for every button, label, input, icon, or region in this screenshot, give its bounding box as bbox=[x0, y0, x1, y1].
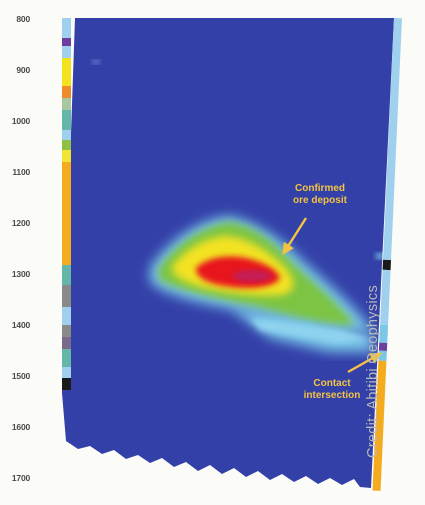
depth-tick-label: 1700 bbox=[11, 473, 30, 483]
depth-tick-label: 1200 bbox=[11, 218, 30, 228]
contact-label-line1: Contact bbox=[313, 378, 351, 389]
contact-intersection-annotation: Contact intersection bbox=[277, 378, 387, 402]
ore-deposit-arrow bbox=[282, 217, 308, 256]
depth-tick-label: 1500 bbox=[11, 371, 30, 381]
depth-tick-label: 800 bbox=[16, 14, 30, 24]
depth-tick-label: 1000 bbox=[11, 116, 30, 126]
left-drillhole-log bbox=[62, 18, 71, 390]
ore-deposit-annotation: Confirmed ore deposit bbox=[265, 183, 375, 207]
contact-arrow bbox=[347, 352, 383, 374]
resistivity-section bbox=[62, 18, 394, 488]
contact-label-line2: intersection bbox=[303, 390, 361, 401]
depth-tick-label: 1100 bbox=[12, 167, 30, 177]
depth-tick-label: 1600 bbox=[11, 422, 30, 432]
depth-tick-label: 1300 bbox=[11, 269, 30, 279]
depth-tick-label: 900 bbox=[16, 65, 30, 75]
depth-tick-label: 1400 bbox=[11, 320, 30, 330]
ore-deposit-label-line2: ore deposit bbox=[293, 195, 347, 206]
right-drillhole-log bbox=[372, 18, 402, 491]
image-credit: Credit: Abitibi Geophysics bbox=[365, 284, 381, 458]
ore-deposit-label-line1: Confirmed bbox=[295, 183, 345, 194]
